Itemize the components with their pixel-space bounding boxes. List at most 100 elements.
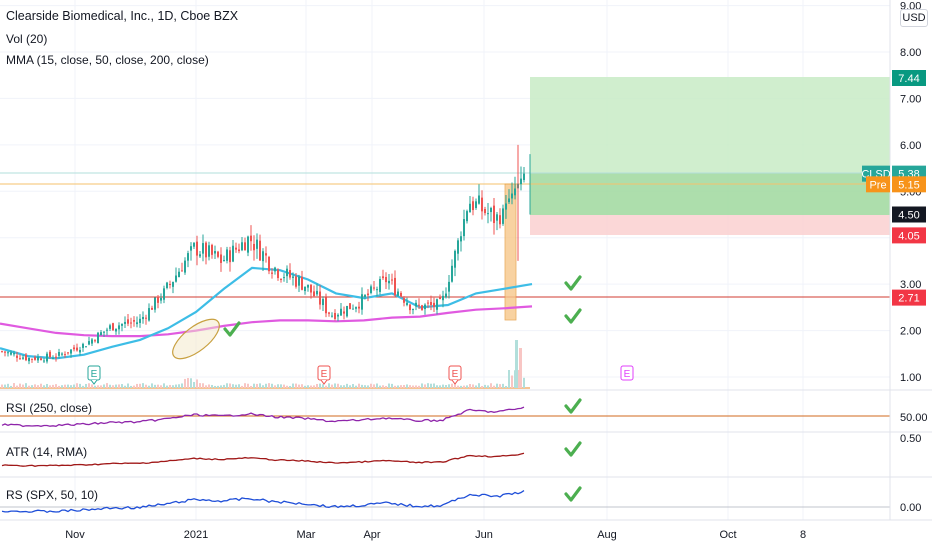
candle-body (220, 254, 222, 263)
breakout-highlight (504, 183, 517, 321)
volume-bar (250, 385, 252, 388)
volume-bar (157, 384, 159, 388)
candle-body (79, 349, 81, 353)
candle-body (115, 328, 117, 332)
base-ellipse-annotation (172, 318, 220, 360)
volume-bar (508, 370, 510, 388)
candle-body (151, 307, 153, 310)
volume-bar (28, 385, 30, 388)
candle-body (373, 287, 375, 289)
volume-bar (481, 385, 483, 388)
premarket-tag-label: Pre (869, 179, 886, 191)
candle-body (4, 351, 6, 353)
volume-bar (292, 383, 294, 388)
volume-bar (127, 383, 129, 388)
candle-body (421, 305, 423, 310)
volume-bar (280, 384, 282, 388)
sma200-line (0, 305, 533, 338)
candle-body (328, 312, 330, 314)
volume-bar (223, 384, 225, 388)
volume-bar (409, 385, 411, 388)
volume-bar (97, 385, 99, 388)
rsi-pane-title[interactable]: RSI (250, close) (6, 401, 93, 415)
candle-body (148, 308, 150, 321)
volume-bar (319, 383, 321, 388)
earnings-markers[interactable]: E E E E (87, 365, 634, 385)
volume-bar (523, 377, 525, 388)
check-icon (223, 321, 241, 337)
volume-bar (367, 385, 369, 388)
earnings-marker-4[interactable] (620, 365, 634, 381)
candle-body (64, 354, 66, 356)
volume-bar (406, 384, 408, 388)
rs-axis-tick: 0.00 (900, 502, 921, 514)
volume-bar (331, 384, 333, 388)
candle-body (370, 286, 372, 293)
volume-bar (121, 384, 123, 388)
volume-bar (79, 383, 81, 388)
candle-body (229, 250, 231, 263)
moving-average-indicator-label[interactable]: MMA (15, close, 50, close, 200, close) (6, 53, 209, 67)
check-icon (564, 308, 582, 324)
candle-body (226, 249, 228, 261)
candle-body (37, 356, 39, 361)
volume-bar (118, 384, 120, 388)
candle-body (31, 358, 33, 360)
volume-bar (52, 384, 54, 388)
volume-bar (130, 385, 132, 388)
candle-body (25, 354, 27, 361)
volume-bar (217, 385, 219, 388)
volume-bar (478, 383, 480, 388)
volume-bar (136, 383, 138, 388)
currency-button[interactable]: USD (900, 9, 928, 27)
candle-body (436, 299, 438, 310)
volume-bar (259, 383, 261, 388)
volume-bar (40, 383, 42, 388)
candle-body (199, 254, 201, 257)
volume-bar (349, 385, 351, 388)
volume-bar (100, 385, 102, 388)
volume-bar (124, 385, 126, 388)
volume-bar (358, 383, 360, 388)
volume-bar (418, 385, 420, 388)
target-zone (530, 77, 890, 173)
volume-bar (316, 383, 318, 388)
volume-bar (346, 383, 348, 388)
volume-bar (256, 383, 258, 388)
volume-bar (289, 385, 291, 388)
candle-body (214, 251, 216, 254)
candle-body (424, 304, 426, 310)
candle-body (490, 208, 492, 213)
rs-pane-title[interactable]: RS (SPX, 50, 10) (6, 488, 99, 502)
candle-body (268, 256, 270, 272)
price-tick-label: 6.00 (900, 140, 921, 152)
candle-body (445, 293, 447, 298)
volume-bar (490, 383, 492, 388)
volume-bar (61, 385, 63, 388)
volume-bar (325, 385, 327, 388)
volume-bar (430, 383, 432, 388)
candle-body (304, 286, 306, 292)
candle-body (283, 277, 285, 279)
time-axis[interactable]: Nov 2021 Mar Apr Jun Aug Oct 8 (65, 529, 806, 541)
candle-body (412, 309, 414, 311)
check-marks (223, 275, 582, 502)
candle-body (376, 289, 378, 291)
candle-body (157, 296, 159, 303)
candle-body (448, 281, 450, 292)
atr-pane-title[interactable]: ATR (14, RMA) (6, 445, 88, 459)
volume-bar (286, 385, 288, 388)
volume-bar (232, 384, 234, 388)
candle-body (103, 331, 105, 333)
volume-bar (22, 384, 24, 388)
candle-body (352, 308, 354, 310)
candle-body (208, 245, 210, 257)
volume-bar (457, 385, 459, 388)
candle-body (439, 296, 441, 299)
candle-body (349, 303, 351, 310)
volume-indicator-label[interactable]: Vol (20) (6, 32, 48, 46)
price-tick-label: 2.00 (900, 326, 921, 338)
